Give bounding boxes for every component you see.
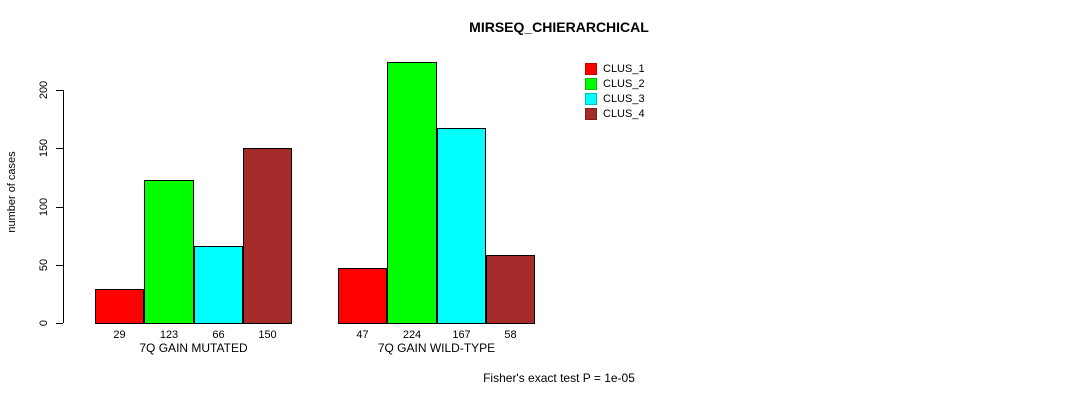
group-label: 7Q GAIN WILD-TYPE	[377, 341, 496, 355]
bar-clus_3-2	[437, 128, 486, 324]
bar-value-label: 224	[402, 329, 422, 341]
legend-swatch-clus_1	[585, 62, 597, 75]
footer-annotation: Fisher's exact test P = 1e-05	[483, 371, 635, 385]
chart-title: MIRSEQ_CHIERARCHICAL	[469, 19, 649, 35]
y-axis-tick	[56, 148, 63, 149]
bar-clus_2-2	[387, 62, 437, 324]
y-axis-tick-label: 0	[38, 319, 50, 327]
bar-clus_4-1	[243, 148, 292, 324]
y-axis-label: number of cases	[6, 151, 18, 233]
bar-value-label: 29	[113, 329, 126, 341]
bar-value-label: 167	[452, 329, 471, 341]
legend-item: CLUS_4	[585, 106, 645, 121]
y-axis-tick-label: 200	[38, 80, 50, 100]
legend-item: CLUS_3	[585, 91, 645, 106]
bar-value-label: 150	[258, 329, 277, 341]
bar-clus_1-2	[338, 268, 387, 324]
legend-item-label: CLUS_1	[603, 62, 645, 75]
y-axis-tick	[56, 265, 63, 266]
y-axis-line	[63, 90, 64, 323]
legend: CLUS_1 CLUS_2 CLUS_3 CLUS_4	[585, 61, 645, 121]
legend-swatch-clus_4	[585, 107, 597, 120]
legend-item: CLUS_1	[585, 61, 645, 76]
y-axis-tick-label: 150	[38, 138, 50, 158]
legend-item-label: CLUS_3	[603, 92, 645, 105]
bar-clus_3-1	[194, 246, 243, 324]
bar-value-label: 47	[356, 329, 369, 341]
legend-swatch-clus_3	[585, 92, 597, 105]
y-axis-tick-label: 50	[38, 258, 50, 272]
bar-clus_1-1	[95, 289, 144, 324]
bar-clus_4-2	[486, 255, 535, 324]
y-axis-tick	[56, 90, 63, 91]
legend-item-label: CLUS_4	[603, 107, 645, 120]
bar-value-label: 123	[159, 329, 179, 341]
group-label: 7Q GAIN MUTATED	[139, 341, 248, 355]
y-axis-tick-label: 100	[38, 197, 50, 217]
y-axis-tick	[56, 323, 63, 324]
bar-value-label: 66	[212, 329, 225, 341]
bar-value-label: 58	[504, 329, 517, 341]
legend-item: CLUS_2	[585, 76, 645, 91]
y-axis-tick	[56, 207, 63, 208]
legend-item-label: CLUS_2	[603, 77, 645, 90]
bar-clus_2-1	[144, 180, 194, 324]
legend-swatch-clus_2	[585, 77, 597, 90]
